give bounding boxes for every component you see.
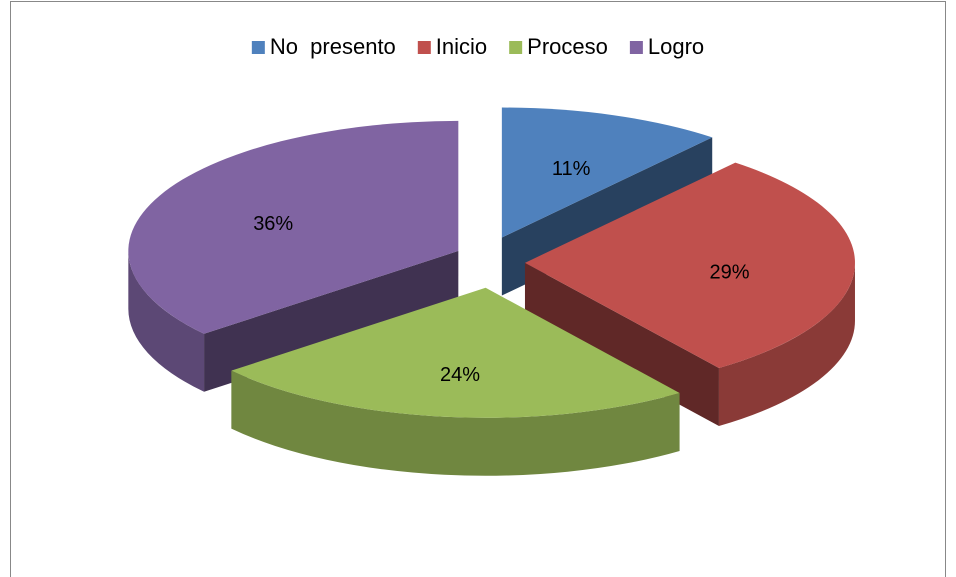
legend-swatch [629, 41, 643, 54]
legend-swatch [509, 41, 523, 54]
legend-label: Proceso [527, 34, 608, 59]
data-label: 29% [709, 262, 749, 284]
legend-label: Inicio [436, 34, 487, 59]
legend-label: No presento [270, 34, 396, 59]
legend-swatch [417, 41, 431, 54]
data-label: 11% [552, 158, 591, 180]
slice [231, 287, 680, 418]
slice [501, 107, 713, 238]
slice-side [204, 250, 459, 392]
legend: No presento Inicio Proceso Logro [251, 34, 704, 59]
slice-wall [718, 262, 855, 426]
legend-label: Logro [648, 34, 704, 59]
slice-side [524, 262, 719, 426]
pie: 11% 36% 29% 24% [128, 107, 855, 476]
data-label: 36% [253, 213, 293, 235]
slice-wall [231, 370, 680, 476]
slice [524, 162, 855, 368]
slice [128, 120, 459, 334]
data-label: 24% [440, 364, 480, 386]
legend-swatch [251, 41, 265, 54]
slice-wall [128, 250, 205, 392]
